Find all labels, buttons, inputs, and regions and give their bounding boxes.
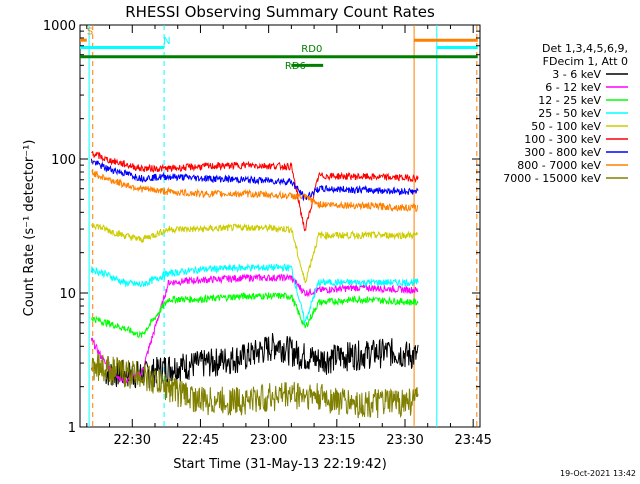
series-line-6 [90, 158, 419, 202]
legend-label-5: 100 - 300 keV [524, 133, 601, 146]
series-line-4 [90, 223, 419, 284]
legend-label-8: 7000 - 15000 keV [503, 172, 601, 185]
footer-timestamp: 19-Oct-2021 13:42 [560, 469, 636, 478]
legend-label-0: 3 - 6 keV [552, 68, 601, 81]
x-tick-label-0: 22:30 [114, 433, 151, 448]
series-line-2 [90, 291, 419, 339]
legend-label-1: 6 - 12 keV [545, 81, 601, 94]
x-tick-label-1: 22:45 [182, 433, 219, 448]
plot-frame [79, 24, 481, 428]
flag-label-5: RD6 [285, 61, 306, 72]
series-line-3 [90, 263, 419, 324]
legend-header-line-1: Det 1,3,4,5,6,9, [542, 42, 628, 55]
y-axis-label: Count Rate (s⁻¹ detector⁻¹) [22, 140, 37, 317]
legend-label-2: 12 - 25 keV [538, 94, 601, 107]
legend-label-3: 25 - 50 keV [538, 107, 601, 120]
y-tick-label-2: 100 [51, 153, 76, 168]
x-tick-label-2: 23:00 [250, 433, 287, 448]
y-tick-label-1: 10 [59, 287, 76, 302]
x-axis-label: Start Time (31-May-13 22:19:42) [173, 457, 387, 472]
y-tick-label-3: 1000 [43, 19, 76, 34]
series-line-5 [91, 150, 419, 232]
legend-label-6: 300 - 800 keV [524, 146, 601, 159]
x-tick-label-4: 23:30 [386, 433, 423, 448]
chart-title: RHESSI Observing Summary Count Rates [125, 3, 435, 21]
y-tick-label-0: 1 [68, 421, 76, 436]
series-line-8 [90, 353, 419, 419]
series-line-1 [90, 273, 419, 385]
legend-label-7: 800 - 7000 keV [517, 159, 601, 172]
x-tick-label-3: 23:15 [318, 433, 355, 448]
legend-label-4: 50 - 100 keV [531, 120, 601, 133]
x-tick-label-5: 23:45 [454, 433, 491, 448]
flag-label-4: RD0 [301, 44, 322, 55]
legend-header-line-2: FDecim 1, Att 0 [543, 55, 628, 68]
flag-label-1: N [163, 36, 170, 47]
series-line-7 [91, 169, 419, 212]
series-line-0 [104, 333, 419, 389]
flag-label-0: S [87, 26, 93, 37]
